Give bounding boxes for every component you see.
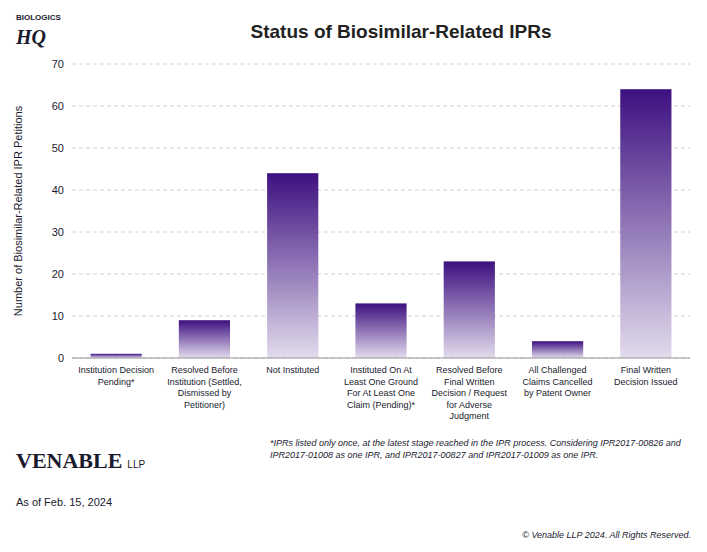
copyright: © Venable LLP 2024. All Rights Reserved. xyxy=(522,530,691,540)
x-tick-label: Resolved Before Final WrittenDecision / R… xyxy=(432,365,508,421)
x-tick-label-line: Institution Decision xyxy=(78,365,154,375)
x-tick-label-line: Judgment xyxy=(450,411,490,421)
grid-line xyxy=(72,274,690,275)
y-tick-label: 70 xyxy=(52,58,64,70)
grid-line xyxy=(72,358,690,359)
bar xyxy=(267,173,318,358)
y-tick-label: 50 xyxy=(52,142,64,154)
grid-line xyxy=(72,148,690,149)
bar xyxy=(91,354,142,358)
x-tick-label: All Challenged Claims Cancelledby Patent … xyxy=(523,365,593,398)
x-axis-line xyxy=(72,358,690,359)
grid-line xyxy=(72,64,690,65)
x-tick-label-line: by Patent Owner xyxy=(524,388,591,398)
y-tick-label: 20 xyxy=(52,268,64,280)
x-tick-label: Instituted On At Least One GroundFor At L… xyxy=(344,365,418,410)
x-tick-label-line: Final Written xyxy=(444,377,494,387)
x-tick-label-line: Not Instituted xyxy=(266,365,319,375)
bar xyxy=(355,303,406,358)
x-tick-label-line: Instituted On At xyxy=(350,365,412,375)
bar xyxy=(179,320,230,358)
x-tick-label-line: Resolved Before xyxy=(171,365,238,375)
footnote-line: IPR2017-01008 as one IPR, and IPR2017-00… xyxy=(270,450,598,460)
y-tick-label: 40 xyxy=(52,184,64,196)
x-tick-label-line: Final Written xyxy=(621,365,671,375)
grid-line xyxy=(72,106,690,107)
x-tick-label: Institution Decision Pending* xyxy=(78,365,154,387)
footnote-line: *IPRs listed only once, at the latest st… xyxy=(270,438,682,448)
x-tick-label-line: Least One Ground xyxy=(344,377,418,387)
x-tick-label: Resolved Before Institution (Settled,Dism… xyxy=(167,365,242,410)
x-tick-label-line: Petitioner) xyxy=(184,400,225,410)
x-tick-label-line: for Adverse xyxy=(447,400,493,410)
x-tick-label-line: For At Least One xyxy=(347,388,415,398)
x-tick-label-line: Claim (Pending)* xyxy=(347,400,416,410)
x-tick-label-line: Decision Issued xyxy=(614,377,678,387)
x-tick-label-line: Dismissed by xyxy=(178,388,232,398)
x-tick-label-line: Pending* xyxy=(98,377,135,387)
grid-line xyxy=(72,232,690,233)
x-tick-label-line: Resolved Before xyxy=(436,365,503,375)
bar xyxy=(532,341,583,358)
y-axis-label: Number of Biosimilar-Related IPR Petitio… xyxy=(12,105,24,316)
x-tick-label: Final Written Decision Issued xyxy=(614,365,678,387)
page: {"chart_data": {"type": "bar", "title": … xyxy=(0,0,707,552)
y-tick-label: 30 xyxy=(52,226,64,238)
logo-text: VENABLE xyxy=(16,448,122,473)
background xyxy=(0,0,707,552)
footnote: *IPRs listed only once, at the latest st… xyxy=(270,438,682,460)
logo-text: LLP xyxy=(127,459,145,470)
x-tick-label-line: Decision / Request xyxy=(432,388,508,398)
grid xyxy=(72,64,690,358)
title: Status of Biosimilar-Related IPRs xyxy=(251,21,552,42)
logo-text: HQ xyxy=(15,26,46,48)
bar xyxy=(444,261,495,358)
grid-line xyxy=(72,190,690,191)
x-tick-label: Not Instituted xyxy=(266,365,319,375)
chart: BIOLOGICS HQ Status of Biosimilar-Related … xyxy=(0,0,707,552)
y-tick-label: 0 xyxy=(58,352,64,364)
logo-text: BIOLOGICS xyxy=(16,13,62,22)
x-tick-label-line: All Challenged xyxy=(529,365,587,375)
y-tick-label: 60 xyxy=(52,100,64,112)
x-tick-label-line: Claims Cancelled xyxy=(523,377,593,387)
bar xyxy=(620,89,671,358)
x-tick-label-line: Institution (Settled, xyxy=(167,377,242,387)
date-text: As of Feb. 15, 2024 xyxy=(16,496,112,508)
y-tick-label: 10 xyxy=(52,310,64,322)
